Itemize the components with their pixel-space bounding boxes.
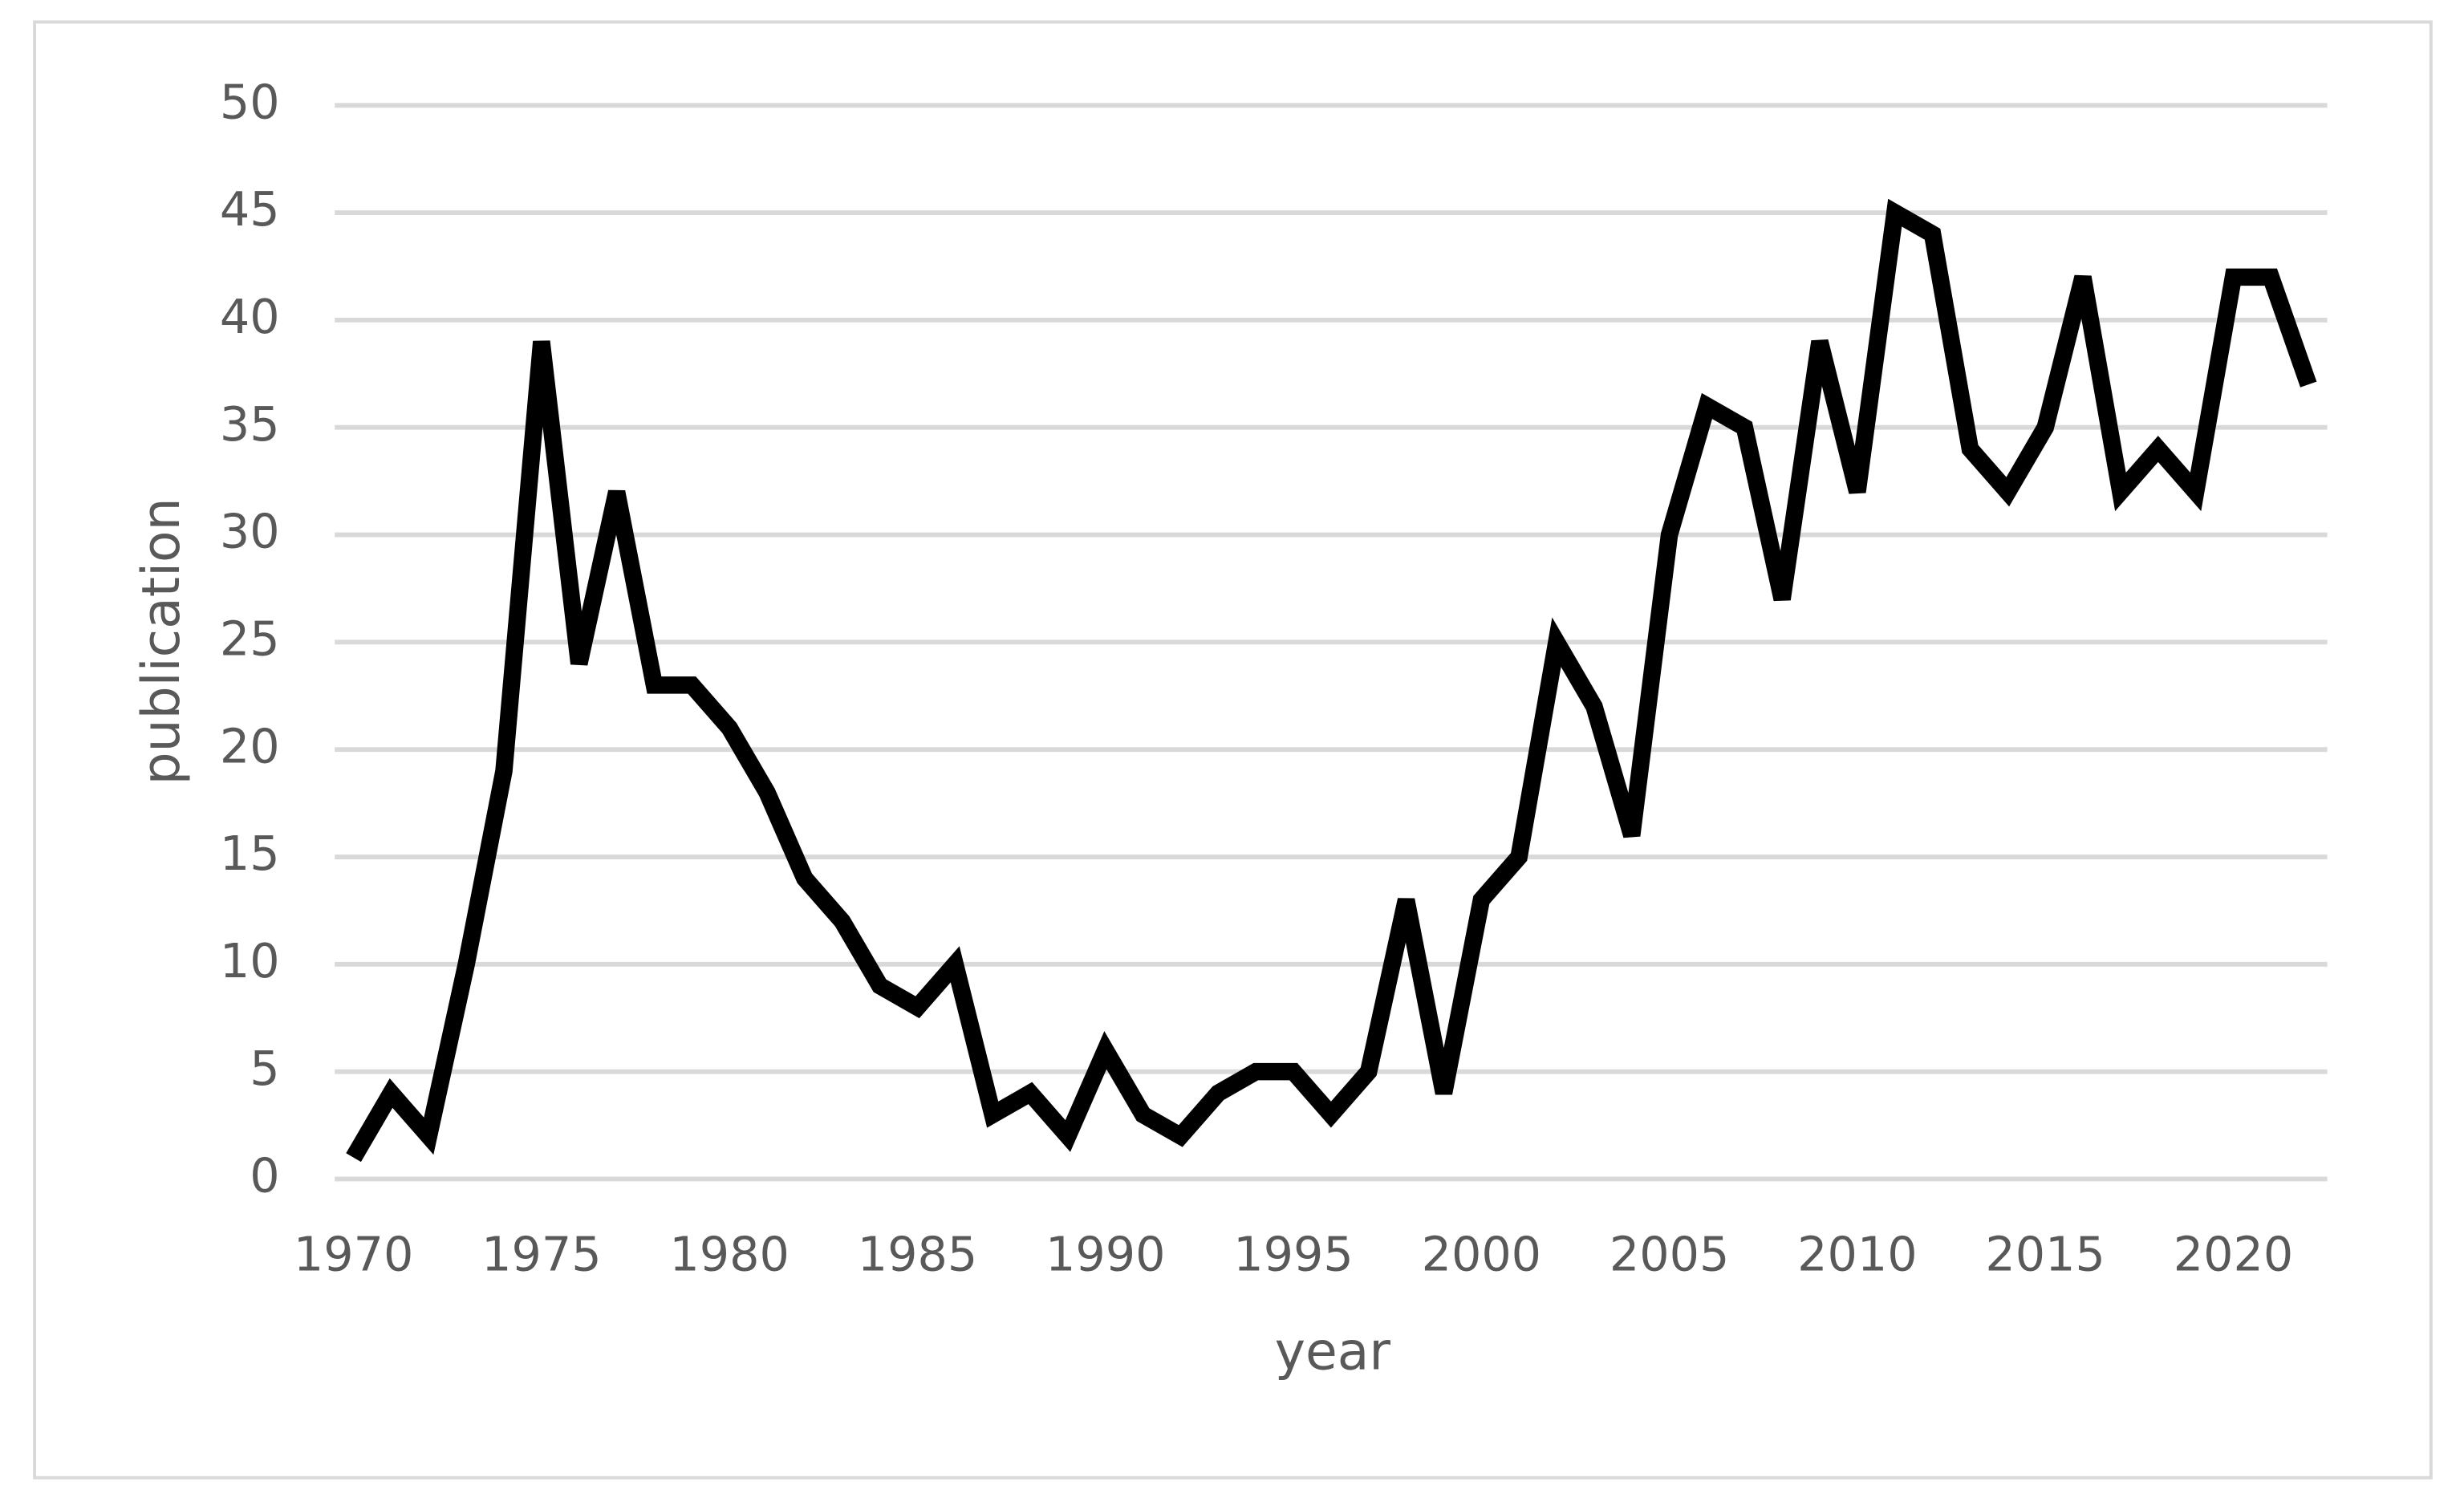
x-tick-label: 1985 <box>858 1227 977 1282</box>
y-tick-label: 25 <box>220 611 280 666</box>
y-tick-label: 20 <box>220 718 280 773</box>
y-tick-label: 10 <box>220 933 280 988</box>
x-tick-label: 1975 <box>481 1227 601 1282</box>
x-tick-label: 2015 <box>1985 1227 2105 1282</box>
x-tick-label: 2005 <box>1610 1227 1729 1282</box>
x-axis-label: year <box>1275 1321 1391 1382</box>
x-tick-label: 2000 <box>1422 1227 1541 1282</box>
data-line <box>346 198 2317 1163</box>
y-tick-label: 30 <box>220 504 280 559</box>
y-tick-label: 50 <box>220 74 280 129</box>
x-tick-label: 2020 <box>2174 1227 2293 1282</box>
y-axis-label: publication <box>132 497 192 785</box>
y-tick-label: 35 <box>220 396 280 452</box>
x-tick-label: 2010 <box>1797 1227 1917 1282</box>
y-tick-label: 15 <box>220 826 280 881</box>
x-tick-label: 1995 <box>1233 1227 1353 1282</box>
y-tick-label: 0 <box>250 1148 279 1204</box>
y-tick-label: 45 <box>220 181 280 237</box>
x-tick-label: 1990 <box>1045 1227 1165 1282</box>
x-tick-label: 1980 <box>669 1227 789 1282</box>
y-tick-label: 40 <box>220 289 280 344</box>
x-tick-label: 1970 <box>294 1227 413 1282</box>
y-tick-label: 5 <box>250 1041 279 1096</box>
